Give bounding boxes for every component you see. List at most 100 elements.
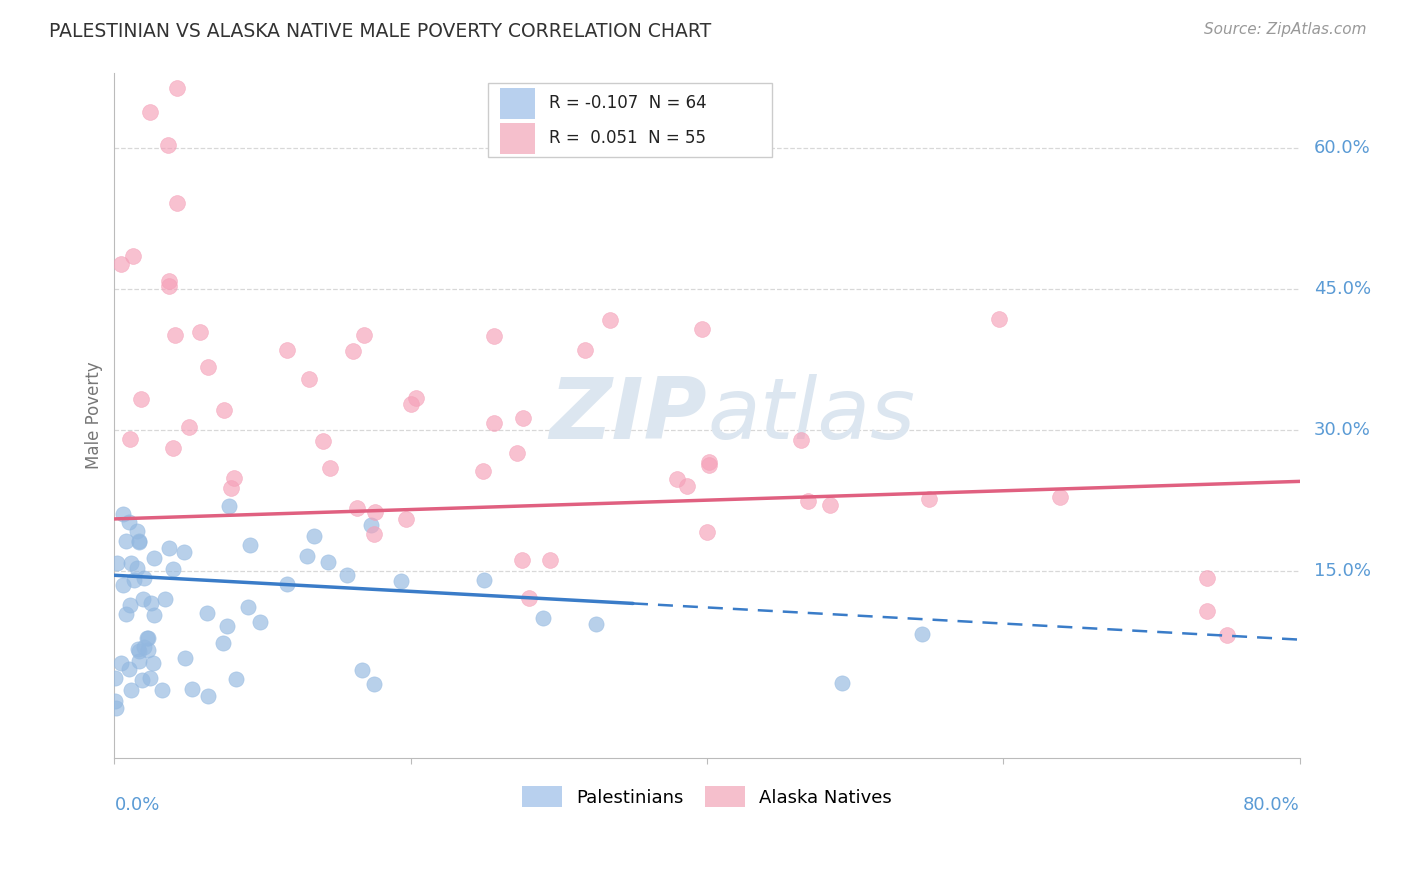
Point xyxy=(538,553,561,567)
Point xyxy=(120,682,142,697)
FancyBboxPatch shape xyxy=(499,88,536,119)
Point xyxy=(157,274,180,288)
Point xyxy=(197,689,219,703)
Point xyxy=(134,570,156,584)
Point xyxy=(188,325,211,339)
Point xyxy=(472,464,495,478)
Point xyxy=(180,682,202,697)
Point xyxy=(114,533,136,548)
Point xyxy=(197,360,219,375)
Text: 45.0%: 45.0% xyxy=(1315,280,1371,298)
Point xyxy=(699,458,721,472)
Point xyxy=(363,527,385,541)
Point xyxy=(118,598,141,612)
Point xyxy=(218,499,240,513)
Point xyxy=(346,500,368,515)
Point xyxy=(665,472,688,486)
Point xyxy=(155,591,177,606)
Point xyxy=(136,631,159,645)
Point xyxy=(128,533,150,548)
Point xyxy=(302,529,325,543)
Point xyxy=(142,657,165,671)
Point xyxy=(697,455,720,469)
Point xyxy=(298,372,321,386)
Point xyxy=(157,541,180,556)
Point xyxy=(249,615,271,629)
Point xyxy=(142,608,165,623)
Point xyxy=(139,671,162,685)
Point xyxy=(131,673,153,687)
Point xyxy=(104,701,127,715)
Point xyxy=(118,662,141,676)
Point xyxy=(127,524,149,538)
Point xyxy=(696,524,718,539)
Point xyxy=(136,631,159,645)
Text: 60.0%: 60.0% xyxy=(1315,139,1371,157)
Point xyxy=(104,694,127,708)
Text: R = -0.107  N = 64: R = -0.107 N = 64 xyxy=(550,95,707,112)
Point xyxy=(132,640,155,654)
Point xyxy=(1195,571,1218,585)
Point xyxy=(112,507,135,521)
Point xyxy=(276,577,298,591)
Text: PALESTINIAN VS ALASKA NATIVE MALE POVERTY CORRELATION CHART: PALESTINIAN VS ALASKA NATIVE MALE POVERT… xyxy=(49,22,711,41)
Point xyxy=(118,433,141,447)
Point xyxy=(399,397,422,411)
Point xyxy=(510,553,533,567)
Point xyxy=(115,607,138,622)
Point xyxy=(112,577,135,591)
Point xyxy=(128,644,150,658)
Point xyxy=(796,494,818,508)
Point xyxy=(531,610,554,624)
Text: R =  0.051  N = 55: R = 0.051 N = 55 xyxy=(550,129,706,147)
Text: 0.0%: 0.0% xyxy=(114,796,160,814)
Point xyxy=(484,416,506,430)
Point xyxy=(1216,628,1239,642)
Point xyxy=(276,343,298,358)
Point xyxy=(195,607,218,621)
Point xyxy=(364,506,387,520)
Point xyxy=(139,105,162,120)
Point xyxy=(138,642,160,657)
Point xyxy=(676,479,699,493)
Point xyxy=(166,81,188,95)
Point xyxy=(173,545,195,559)
Point xyxy=(297,549,319,564)
Point xyxy=(110,257,132,271)
Text: ZIP: ZIP xyxy=(550,374,707,458)
Point xyxy=(1049,491,1071,505)
FancyBboxPatch shape xyxy=(488,83,772,157)
Point xyxy=(162,441,184,455)
Point xyxy=(128,654,150,668)
Point xyxy=(790,434,813,448)
FancyBboxPatch shape xyxy=(499,123,536,153)
Point xyxy=(360,518,382,533)
Point xyxy=(336,567,359,582)
Point xyxy=(831,676,853,690)
Point xyxy=(110,656,132,670)
Point xyxy=(484,329,506,343)
Point xyxy=(156,137,179,152)
Point xyxy=(512,411,534,425)
Text: 15.0%: 15.0% xyxy=(1315,562,1371,580)
Point xyxy=(405,392,427,406)
Point xyxy=(104,671,127,685)
Point xyxy=(363,677,385,691)
Point xyxy=(127,641,149,656)
Point xyxy=(918,491,941,506)
Point xyxy=(124,573,146,587)
Point xyxy=(318,461,340,475)
Point xyxy=(163,328,186,343)
Point xyxy=(141,596,163,610)
Point xyxy=(472,573,495,587)
Legend: Palestinians, Alaska Natives: Palestinians, Alaska Natives xyxy=(515,779,900,814)
Point xyxy=(389,574,412,588)
Text: 30.0%: 30.0% xyxy=(1315,421,1371,439)
Point xyxy=(574,343,596,357)
Point xyxy=(225,673,247,687)
Text: Source: ZipAtlas.com: Source: ZipAtlas.com xyxy=(1204,22,1367,37)
Point xyxy=(236,599,259,614)
Text: 80.0%: 80.0% xyxy=(1243,796,1299,814)
Point xyxy=(120,556,142,570)
Point xyxy=(395,512,418,526)
